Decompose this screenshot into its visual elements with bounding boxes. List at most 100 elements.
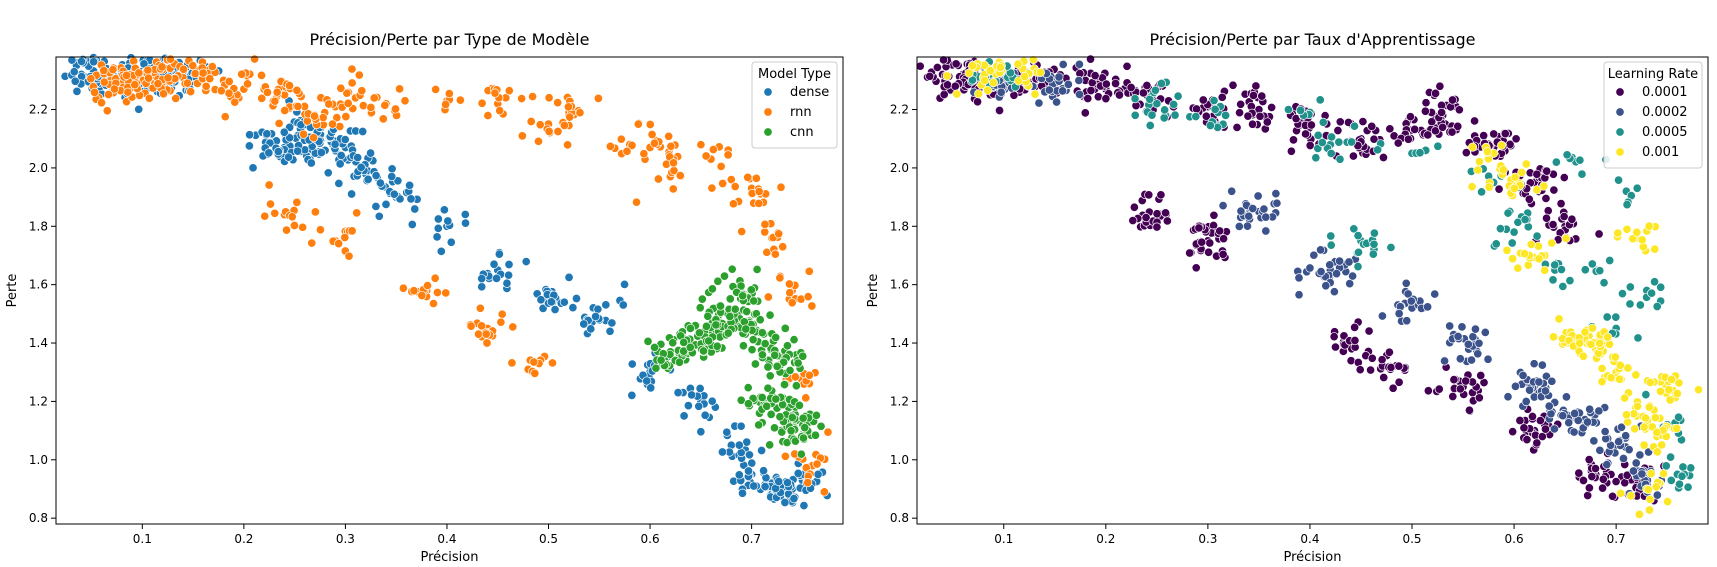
point-0.0001	[1393, 138, 1403, 148]
point-dense	[642, 376, 652, 386]
point-rnn	[108, 65, 118, 75]
y-tick-label: 1.0	[29, 453, 48, 467]
point-0.0001	[1455, 384, 1465, 394]
point-rnn	[790, 372, 800, 382]
point-0.001	[1575, 338, 1585, 348]
point-dense	[284, 152, 294, 162]
point-0.0002	[1521, 396, 1531, 407]
point-cnn	[798, 413, 808, 423]
point-0.0005	[1369, 239, 1379, 249]
point-rnn	[780, 451, 790, 461]
point-0.0001	[1559, 172, 1569, 183]
point-dense	[579, 319, 589, 329]
point-0.001	[1610, 352, 1620, 362]
point-0.001	[1644, 221, 1654, 231]
point-rnn	[483, 110, 493, 121]
point-dense	[521, 257, 531, 267]
point-dense	[432, 232, 442, 242]
point-0.0002	[1294, 290, 1304, 300]
point-0.0001	[1449, 375, 1459, 385]
point-rnn	[99, 65, 109, 76]
point-0.001	[1561, 233, 1571, 243]
point-0.0005	[1160, 105, 1170, 115]
point-rnn	[96, 98, 107, 108]
point-0.0001	[1622, 470, 1632, 480]
point-0.0002	[1544, 401, 1554, 411]
point-cnn	[685, 323, 695, 333]
point-0.0002	[1058, 86, 1068, 96]
point-rnn	[352, 208, 362, 218]
point-0.0002	[1063, 79, 1073, 89]
point-0.0005	[1491, 239, 1501, 249]
point-0.0002	[1430, 289, 1440, 299]
point-cnn	[719, 271, 730, 281]
point-rnn	[398, 283, 408, 293]
point-0.0005	[1169, 99, 1179, 110]
point-rnn	[490, 88, 500, 98]
point-rnn	[366, 102, 376, 112]
point-cnn	[738, 341, 748, 351]
point-0.0001	[1527, 411, 1538, 422]
point-0.001	[1521, 159, 1531, 169]
point-0.0001	[942, 80, 953, 90]
point-dense	[757, 445, 767, 456]
point-dense	[374, 211, 384, 221]
point-cnn	[713, 276, 723, 286]
x-axis-label: Précision	[420, 550, 478, 565]
point-0.0002	[1440, 356, 1450, 366]
point-dense	[436, 246, 446, 256]
point-rnn	[347, 64, 357, 74]
point-rnn	[417, 290, 427, 301]
point-0.0005	[1334, 137, 1344, 147]
point-0.001	[964, 68, 974, 78]
point-rnn	[807, 301, 817, 311]
point-0.0001	[1255, 111, 1265, 121]
point-dense	[439, 205, 449, 215]
point-cnn	[793, 358, 803, 368]
point-rnn	[728, 199, 738, 209]
point-0.0005	[1326, 231, 1336, 241]
point-0.0005	[1650, 277, 1660, 287]
point-cnn	[754, 420, 764, 430]
point-rnn	[803, 292, 813, 302]
point-0.001	[1526, 239, 1536, 249]
point-0.0001	[1101, 79, 1111, 89]
point-0.001	[1603, 332, 1613, 342]
point-0.0001	[1556, 199, 1566, 209]
point-0.0001	[1519, 423, 1529, 433]
point-0.0005	[1635, 300, 1645, 310]
point-0.0002	[1617, 422, 1627, 432]
point-rnn	[257, 93, 267, 103]
point-rnn	[754, 198, 764, 208]
point-0.001	[983, 85, 993, 95]
point-cnn	[703, 311, 713, 321]
point-dense	[446, 237, 456, 247]
point-0.0002	[1510, 381, 1521, 391]
point-0.0002	[1628, 466, 1639, 476]
point-0.0001	[951, 59, 961, 69]
x-tick-label: 0.6	[641, 532, 660, 546]
point-0.001	[1519, 249, 1530, 259]
point-0.001	[1509, 183, 1519, 194]
point-dense	[393, 176, 403, 186]
point-dense	[743, 466, 754, 476]
point-dense	[673, 388, 683, 398]
point-rnn	[812, 459, 822, 469]
point-dense	[607, 318, 617, 328]
point-rnn	[631, 197, 642, 207]
point-cnn	[763, 383, 773, 393]
point-dense	[248, 163, 258, 173]
y-tick-label: 1.4	[890, 336, 909, 350]
legend-label-0.0001: 0.0001	[1642, 85, 1688, 100]
point-rnn	[776, 182, 786, 192]
point-0.0001	[1162, 216, 1172, 226]
point-dense	[340, 135, 350, 145]
point-rnn	[605, 141, 615, 151]
point-0.0001	[1142, 80, 1152, 91]
x-tick-label: 0.2	[234, 532, 253, 546]
point-rnn	[529, 357, 539, 367]
point-0.001	[1657, 440, 1667, 450]
point-0.001	[1633, 401, 1643, 411]
point-rnn	[122, 70, 132, 80]
point-0.0001	[1236, 99, 1246, 109]
